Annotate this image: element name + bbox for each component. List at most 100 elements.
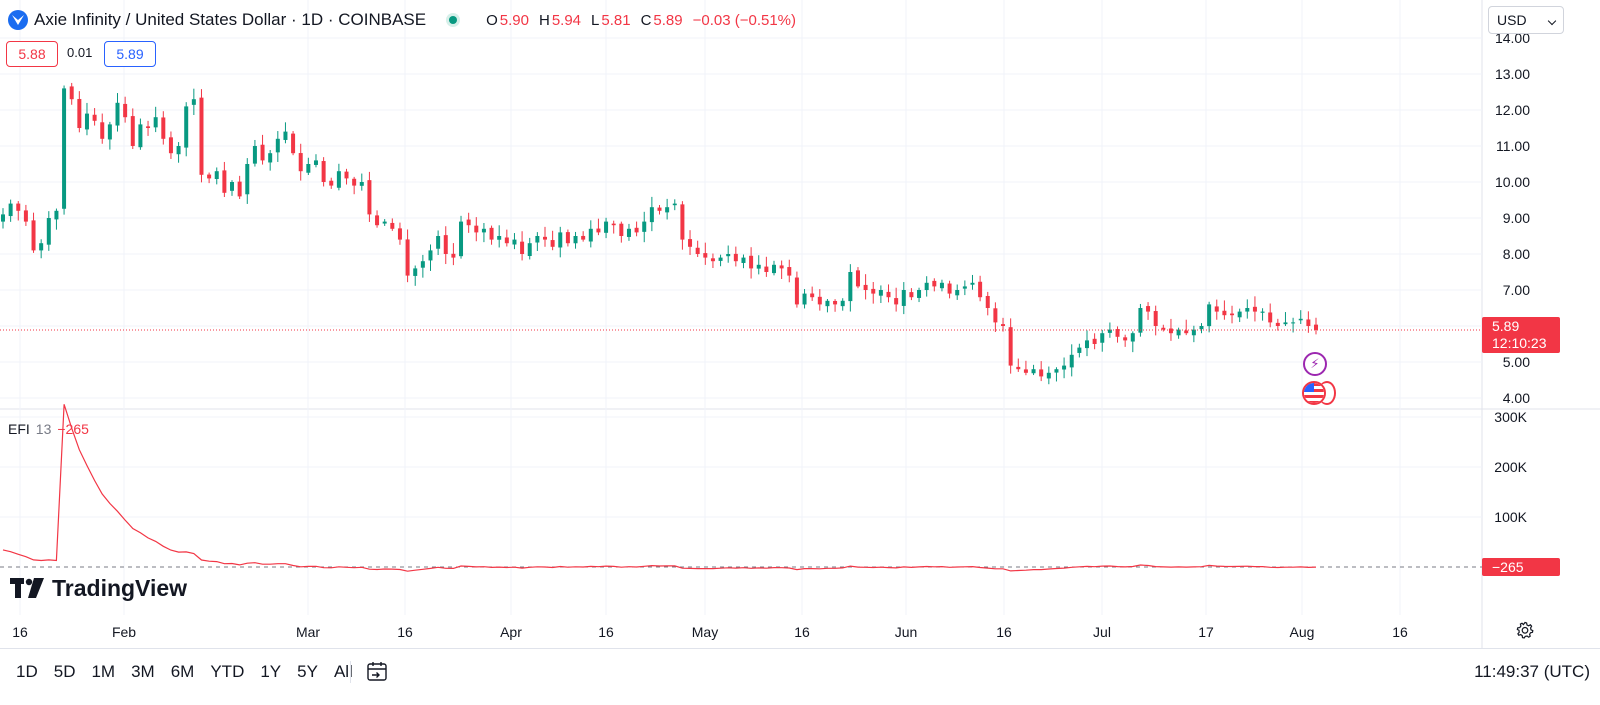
go-to-date-calendar-icon[interactable] (366, 660, 388, 682)
candle (1207, 301, 1212, 333)
candle (375, 210, 380, 228)
candle (794, 271, 799, 308)
range-ytd-button[interactable]: YTD (210, 662, 245, 681)
candle (336, 163, 341, 191)
candle (153, 106, 158, 133)
range-6m-button[interactable]: 6M (170, 662, 195, 681)
time-tick-label: 16 (12, 624, 28, 640)
candle (84, 102, 89, 136)
candle (436, 230, 441, 256)
candle (344, 168, 349, 185)
candle (420, 254, 425, 278)
last-price-value: 5.89 (1492, 318, 1520, 334)
close-label: C (640, 11, 652, 29)
candle (1252, 296, 1257, 322)
settings-gear-icon[interactable] (1516, 621, 1534, 639)
candle (230, 180, 235, 196)
time-tick-label: Apr (500, 624, 522, 640)
chart-canvas[interactable]: 14.0013.0012.0011.0010.009.008.007.006.0… (0, 0, 1600, 648)
candle (817, 289, 822, 311)
currency-select[interactable]: USD (1488, 6, 1564, 34)
range-3m-button[interactable]: 3M (131, 662, 155, 681)
efi-legend[interactable]: EFI 13 −265 (8, 421, 89, 437)
candle (390, 218, 395, 231)
price-tick-label: 8.00 (1503, 246, 1530, 262)
chevron-down-icon (1547, 16, 1557, 26)
candle (168, 131, 173, 159)
candle (573, 231, 578, 249)
candles (0, 82, 1482, 385)
candle (1230, 305, 1235, 324)
price-tick-label: 14.00 (1495, 30, 1530, 46)
price-tick-label: 4.00 (1503, 390, 1530, 406)
range-1d-button[interactable]: 1D (16, 662, 38, 681)
candle (985, 291, 990, 316)
candle (512, 233, 517, 250)
buy-button[interactable]: 5.89 (104, 41, 156, 67)
efi-name: EFI (8, 421, 30, 437)
efi-tick-label: 200K (1494, 459, 1527, 475)
candle (306, 157, 311, 175)
close-value: 5.89 (653, 11, 683, 29)
candle (77, 91, 82, 133)
sell-button[interactable]: 5.88 (6, 41, 58, 67)
efi-tick-label: 300K (1494, 409, 1527, 425)
candle (298, 143, 303, 181)
candle (291, 131, 296, 156)
range-5d-button[interactable]: 5D (53, 662, 76, 681)
range-5y-button[interactable]: 5Y (297, 662, 318, 681)
time-tick-label: 16 (1392, 624, 1408, 640)
candle (1084, 330, 1089, 357)
time-tick-label: May (692, 624, 718, 640)
candle (405, 229, 410, 283)
candle (634, 221, 639, 237)
candle (443, 226, 448, 265)
tradingview-logo-text: TradingView (52, 575, 188, 601)
candle (245, 158, 250, 204)
candle (382, 219, 387, 226)
range-selector: 1D 5D 1M 3M 6M YTD 1Y 5Y All (14, 662, 355, 682)
candle (1161, 324, 1166, 332)
candle (184, 102, 189, 157)
time-tick-label: 17 (1198, 624, 1214, 640)
range-1y-button[interactable]: 1Y (260, 662, 282, 681)
candle (428, 244, 433, 271)
axie-logo-icon[interactable] (8, 10, 28, 30)
range-all-button[interactable]: All (333, 662, 353, 681)
symbol-title[interactable]: Axie Infinity / United States Dollar · 1… (34, 10, 427, 29)
low-label: L (591, 11, 600, 29)
symbol-header: Axie Infinity / United States Dollar · 1… (8, 8, 804, 32)
grid (0, 0, 1600, 648)
candle (100, 113, 105, 144)
flash-event-icon[interactable]: ⚡ (1303, 352, 1327, 376)
candle (397, 222, 402, 245)
us-flag-event-icon[interactable] (1302, 381, 1326, 405)
high-value: 5.94 (551, 11, 582, 29)
tradingview-logo[interactable]: TradingView (10, 575, 187, 602)
candle (1046, 366, 1051, 385)
candle (329, 177, 334, 189)
candle (970, 274, 975, 290)
candle (1100, 329, 1105, 352)
candle (489, 225, 494, 245)
candle (504, 229, 509, 247)
open-label: O (486, 11, 498, 29)
candle (909, 288, 914, 301)
utc-clock[interactable]: 11:49:37 (UTC) (1474, 662, 1590, 681)
candle (604, 217, 609, 239)
market-status-icon[interactable] (446, 13, 461, 27)
event-stack-icon[interactable] (1318, 381, 1336, 405)
candle (130, 108, 135, 150)
candle (535, 232, 540, 251)
range-1m-button[interactable]: 1M (91, 662, 116, 681)
candle (596, 218, 601, 236)
candle (688, 230, 693, 255)
candle (1062, 357, 1067, 379)
candle (46, 211, 51, 251)
candle (680, 201, 685, 250)
time-tick-label: Aug (1290, 624, 1315, 640)
candle (352, 176, 357, 195)
candle (359, 173, 364, 191)
candle (1298, 310, 1303, 324)
candle (497, 225, 502, 248)
